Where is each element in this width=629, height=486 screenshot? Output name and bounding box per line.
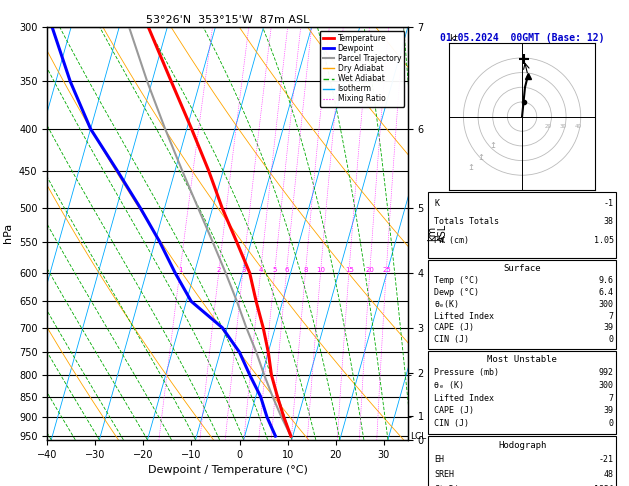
Text: -21: -21 [599, 455, 614, 465]
Text: 30: 30 [560, 124, 567, 129]
Text: Temp (°C): Temp (°C) [435, 276, 479, 285]
Text: 300: 300 [599, 381, 614, 390]
Text: 182°: 182° [594, 485, 614, 486]
Text: 1: 1 [178, 267, 182, 273]
Text: PW (cm): PW (cm) [435, 236, 469, 245]
Text: LCL: LCL [410, 432, 426, 441]
Text: 8: 8 [304, 267, 308, 273]
Text: CAPE (J): CAPE (J) [435, 324, 474, 332]
Text: 3: 3 [241, 267, 245, 273]
Bar [428, 436, 616, 486]
Text: 0: 0 [609, 335, 614, 344]
Text: Lifted Index: Lifted Index [435, 394, 494, 402]
Text: 6.4: 6.4 [599, 288, 614, 297]
Text: 39: 39 [604, 324, 614, 332]
Text: 2: 2 [217, 267, 221, 273]
Bar [428, 260, 616, 349]
Text: 20: 20 [545, 124, 552, 129]
Text: 6: 6 [284, 267, 289, 273]
Text: Most Unstable: Most Unstable [487, 355, 557, 364]
Text: ↥: ↥ [467, 163, 474, 173]
Y-axis label: hPa: hPa [3, 223, 13, 243]
Text: Surface: Surface [503, 264, 541, 273]
Text: 40: 40 [574, 124, 581, 129]
Bar [428, 351, 616, 434]
X-axis label: Dewpoint / Temperature (°C): Dewpoint / Temperature (°C) [148, 465, 308, 475]
Text: StmDir: StmDir [435, 485, 464, 486]
Text: 20: 20 [365, 267, 374, 273]
Text: 39: 39 [604, 406, 614, 416]
Text: Lifted Index: Lifted Index [435, 312, 494, 321]
Y-axis label: km
ASL: km ASL [426, 224, 448, 243]
Text: kt: kt [448, 34, 458, 43]
Text: 25: 25 [382, 267, 391, 273]
Text: Hodograph: Hodograph [498, 441, 546, 450]
Text: 01.05.2024  00GMT (Base: 12): 01.05.2024 00GMT (Base: 12) [440, 33, 604, 43]
Text: θₑ (K): θₑ (K) [435, 381, 464, 390]
Text: 0: 0 [609, 419, 614, 428]
Text: CIN (J): CIN (J) [435, 419, 469, 428]
Text: 9.6: 9.6 [599, 276, 614, 285]
Text: 38: 38 [604, 217, 614, 226]
Text: 7: 7 [609, 394, 614, 402]
Text: 7: 7 [609, 312, 614, 321]
Text: 48: 48 [604, 470, 614, 479]
Text: θₑ(K): θₑ(K) [435, 300, 459, 309]
Text: Dewp (°C): Dewp (°C) [435, 288, 479, 297]
Bar [428, 192, 616, 258]
Text: CIN (J): CIN (J) [435, 335, 469, 344]
Text: 15: 15 [345, 267, 353, 273]
Text: 992: 992 [599, 368, 614, 377]
Text: EH: EH [435, 455, 444, 465]
Text: 10: 10 [316, 267, 325, 273]
Text: ↥: ↥ [489, 141, 496, 150]
Text: 300: 300 [599, 300, 614, 309]
Text: 1.05: 1.05 [594, 236, 614, 245]
Legend: Temperature, Dewpoint, Parcel Trajectory, Dry Adiabat, Wet Adiabat, Isotherm, Mi: Temperature, Dewpoint, Parcel Trajectory… [320, 31, 404, 106]
Text: 5: 5 [273, 267, 277, 273]
Text: 4: 4 [259, 267, 263, 273]
Text: Pressure (mb): Pressure (mb) [435, 368, 499, 377]
Text: CAPE (J): CAPE (J) [435, 406, 474, 416]
Text: Totals Totals: Totals Totals [435, 217, 499, 226]
Title: 53°26'N  353°15'W  87m ASL: 53°26'N 353°15'W 87m ASL [146, 15, 309, 25]
Text: SREH: SREH [435, 470, 454, 479]
Text: K: K [435, 199, 439, 208]
Text: ↥: ↥ [477, 153, 484, 162]
Text: -1: -1 [604, 199, 614, 208]
